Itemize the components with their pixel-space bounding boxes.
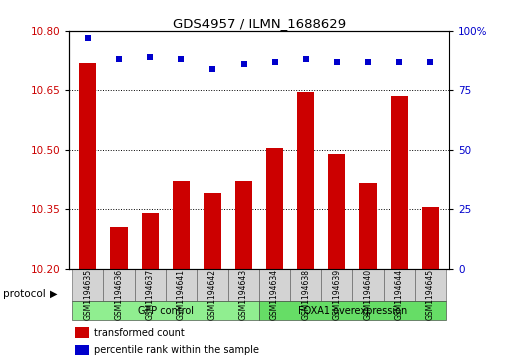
- Bar: [204, 193, 221, 269]
- Text: GSM1194637: GSM1194637: [146, 269, 154, 320]
- Bar: [360, 183, 377, 269]
- Point: [146, 54, 154, 60]
- Text: GFP control: GFP control: [137, 306, 194, 315]
- Text: GSM1194643: GSM1194643: [239, 269, 248, 320]
- Point: [177, 57, 185, 62]
- Text: transformed count: transformed count: [94, 327, 185, 338]
- Bar: [422, 207, 439, 269]
- Text: protocol: protocol: [3, 289, 45, 299]
- Bar: [173, 182, 190, 269]
- Bar: [415, 269, 446, 301]
- Bar: [104, 269, 134, 301]
- Bar: [266, 148, 283, 269]
- Text: GSM1194642: GSM1194642: [208, 269, 217, 320]
- Bar: [390, 96, 408, 269]
- Point: [270, 59, 279, 65]
- Bar: [259, 301, 446, 321]
- Text: GSM1194640: GSM1194640: [364, 269, 372, 320]
- Bar: [75, 344, 89, 355]
- Bar: [197, 269, 228, 301]
- Point: [426, 59, 435, 65]
- Bar: [328, 154, 345, 269]
- Text: GSM1194641: GSM1194641: [177, 269, 186, 320]
- Bar: [352, 269, 384, 301]
- Point: [364, 59, 372, 65]
- Text: GSM1194634: GSM1194634: [270, 269, 279, 320]
- Point: [115, 57, 123, 62]
- Bar: [80, 62, 96, 269]
- Point: [395, 59, 403, 65]
- Text: FOXA1 overexpression: FOXA1 overexpression: [298, 306, 407, 315]
- Point: [302, 57, 310, 62]
- Bar: [72, 301, 259, 321]
- Bar: [142, 213, 159, 269]
- Bar: [110, 227, 128, 269]
- Point: [84, 35, 92, 41]
- Text: GSM1194639: GSM1194639: [332, 269, 341, 320]
- Point: [333, 59, 341, 65]
- Bar: [290, 269, 321, 301]
- Bar: [134, 269, 166, 301]
- Point: [208, 66, 216, 72]
- Text: GSM1194635: GSM1194635: [84, 269, 92, 320]
- Bar: [235, 182, 252, 269]
- Text: GSM1194638: GSM1194638: [301, 269, 310, 320]
- Point: [240, 61, 248, 67]
- Title: GDS4957 / ILMN_1688629: GDS4957 / ILMN_1688629: [172, 17, 346, 30]
- Bar: [297, 92, 314, 269]
- Text: GSM1194645: GSM1194645: [426, 269, 435, 320]
- Bar: [166, 269, 197, 301]
- Text: ▶: ▶: [50, 289, 58, 299]
- Text: GSM1194644: GSM1194644: [394, 269, 404, 320]
- Bar: [321, 269, 352, 301]
- Text: GSM1194636: GSM1194636: [114, 269, 124, 320]
- Bar: [72, 269, 104, 301]
- Bar: [384, 269, 415, 301]
- Bar: [259, 269, 290, 301]
- Bar: [228, 269, 259, 301]
- Text: percentile rank within the sample: percentile rank within the sample: [94, 345, 259, 355]
- Bar: [75, 327, 89, 338]
